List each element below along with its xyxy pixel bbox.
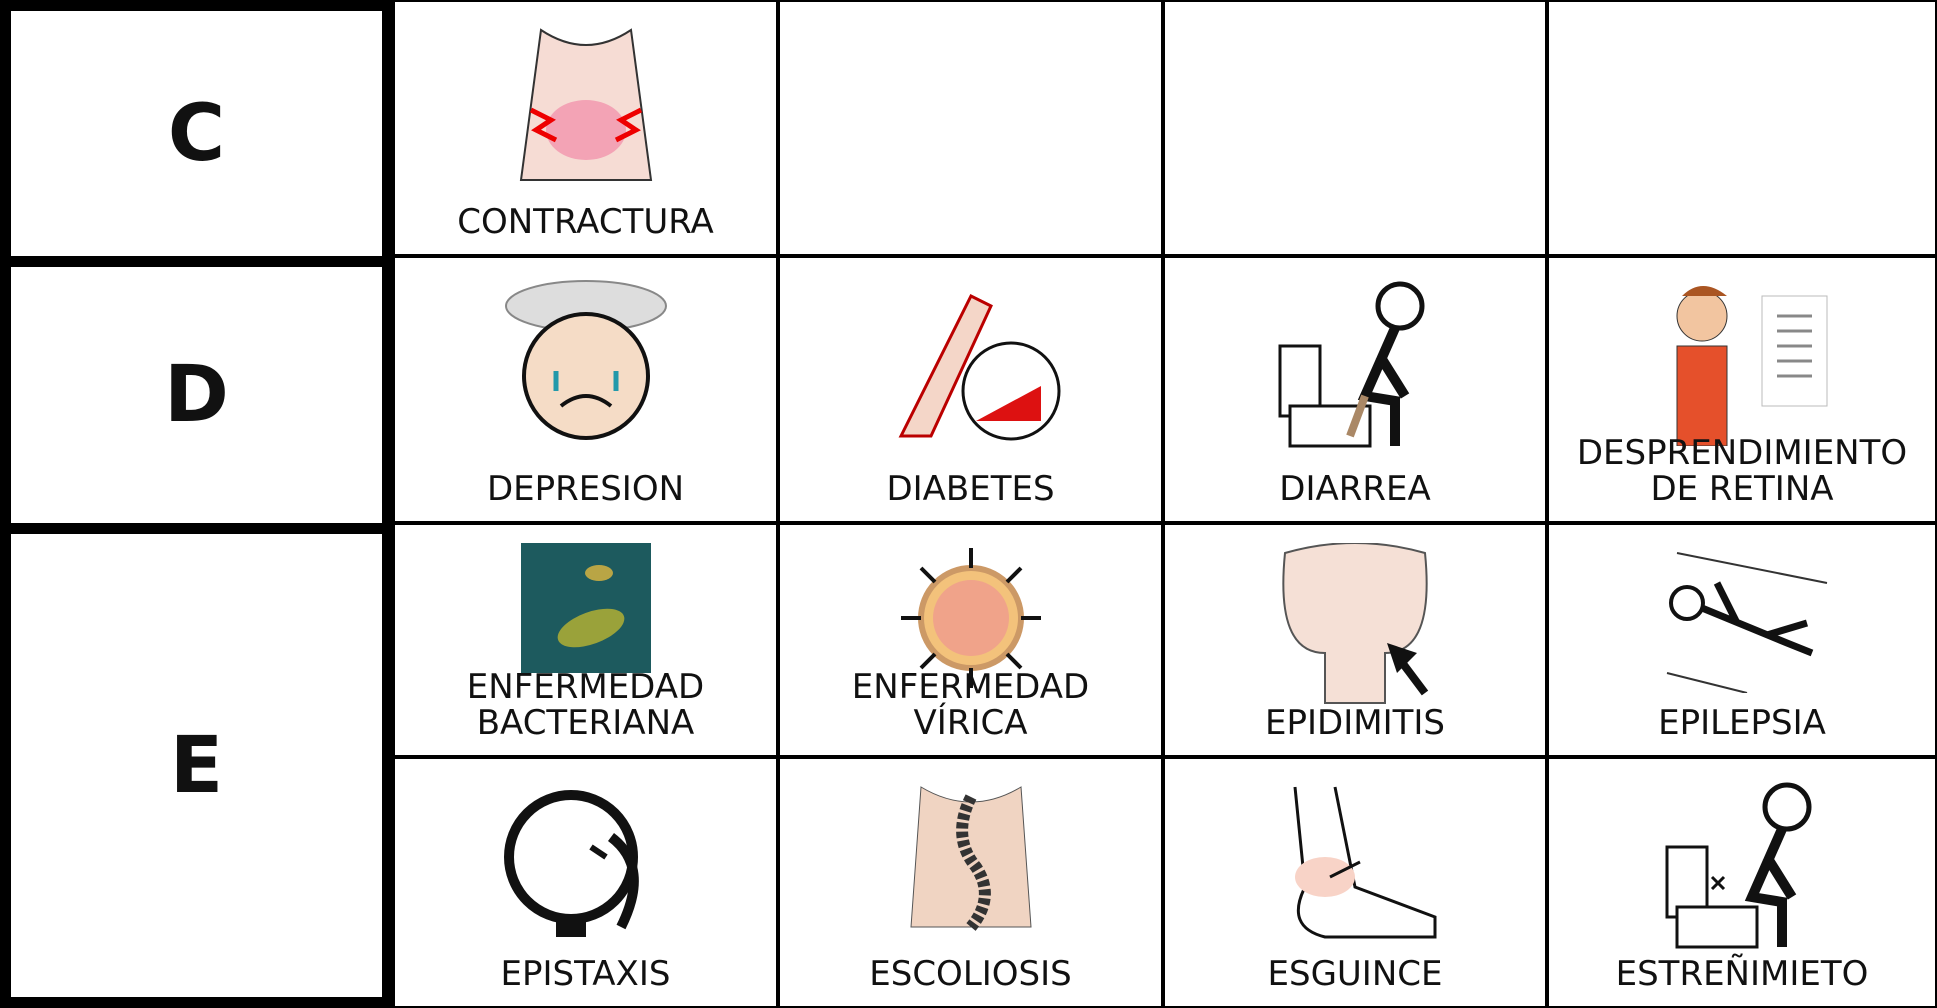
cell-label: EPISTAXIS — [395, 956, 776, 992]
pictogram-cell: EPIDIMITIS — [1161, 521, 1549, 759]
pictogram-cell: ENFERMEDAD BACTERIANA — [391, 521, 780, 759]
icon — [520, 543, 651, 673]
cell-label: CONTRACTURA — [395, 204, 776, 240]
pictogram-cell: ESCOLIOSIS — [776, 755, 1165, 1008]
pictogram-cell: DIABETES — [776, 254, 1165, 525]
cell-label: DIARREA — [1165, 471, 1545, 507]
label-line: ESGUINCE — [1267, 954, 1443, 994]
icon — [1282, 543, 1429, 704]
cell-label: EPILEPSIA — [1549, 705, 1935, 741]
pictogram-cell: ESGUINCE — [1161, 755, 1549, 1008]
icon — [1666, 552, 1828, 693]
letter-cell: E — [0, 523, 393, 1008]
letter-cell: D — [0, 256, 393, 534]
pictogram-cell: CONTRACTURA — [391, 0, 780, 258]
cell-label: ENFERMEDAD BACTERIANA — [395, 669, 776, 741]
cell-label: ESGUINCE — [1165, 956, 1545, 992]
icon — [1676, 286, 1828, 446]
label-line: CONTRACTURA — [457, 202, 714, 242]
cell-label: DIABETES — [780, 471, 1161, 507]
label-line: ESCOLIOSIS — [869, 954, 1072, 994]
pictogram-cell: EPISTAXIS — [391, 755, 780, 1008]
pictogram-cell — [1545, 0, 1937, 258]
label-line: DIARREA — [1279, 469, 1431, 509]
pictogram-cell — [776, 0, 1165, 258]
letter-cell: C — [0, 0, 393, 267]
icon — [898, 293, 1060, 441]
icon — [1278, 281, 1425, 448]
icon — [504, 280, 667, 440]
label-line: ENFERMEDAD — [851, 667, 1090, 707]
label-line: DEPRESION — [486, 469, 685, 509]
pictogram-cell — [1161, 0, 1549, 258]
label-line: DE RETINA — [1650, 469, 1834, 509]
cell-label: EPIDIMITIS — [1165, 705, 1545, 741]
cell-label: ESCOLIOSIS — [780, 956, 1161, 992]
pictogram-cell: EPILEPSIA — [1545, 521, 1937, 759]
label-line: EPIDIMITIS — [1265, 703, 1445, 743]
label-line: EPISTAXIS — [500, 954, 671, 994]
label-line: ENFERMEDAD — [466, 667, 705, 707]
cell-label: ESTREÑIMIETO — [1549, 956, 1935, 992]
icon — [503, 790, 639, 937]
pictogram-cell: DESPRENDIMIENTO DE RETINA — [1545, 254, 1937, 525]
icon — [1665, 782, 1812, 949]
label-line: DIABETES — [886, 469, 1055, 509]
icon — [909, 786, 1032, 931]
cell-label: ENFERMEDAD VÍRICA — [780, 669, 1161, 741]
pictogram-cell: ENFERMEDAD VÍRICA — [776, 521, 1165, 759]
cell-label: DEPRESION — [395, 471, 776, 507]
label-line: VÍRICA — [913, 703, 1028, 743]
pictogram-cell: DIARREA — [1161, 254, 1549, 525]
icon — [900, 548, 1041, 688]
label-line: ESTREÑIMIETO — [1615, 954, 1869, 994]
pictogram-cell: DEPRESION — [391, 254, 780, 525]
icon — [1293, 786, 1437, 939]
pictogram-cell: ESTREÑIMIETO — [1545, 755, 1937, 1008]
label-line: EPILEPSIA — [1658, 703, 1826, 743]
label-line: DESPRENDIMIENTO — [1576, 433, 1908, 473]
label-line: BACTERIANA — [476, 703, 695, 743]
icon — [519, 28, 652, 181]
cell-label: DESPRENDIMIENTO DE RETINA — [1549, 435, 1935, 507]
